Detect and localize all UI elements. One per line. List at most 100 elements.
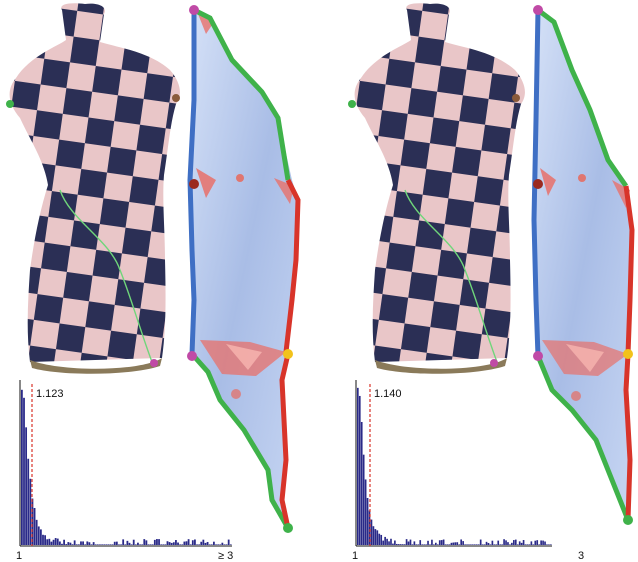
- histogram-bar: [548, 544, 550, 545]
- histogram-bar: [179, 544, 182, 545]
- histogram-bar: [82, 541, 84, 545]
- histogram-bar: [196, 544, 198, 545]
- histogram-bar: [442, 539, 445, 545]
- histogram-bar: [175, 540, 177, 545]
- histogram-bar: [415, 544, 418, 545]
- histogram-bar: [413, 541, 416, 545]
- histogram-bar: [44, 535, 46, 545]
- corner-marker: [533, 351, 543, 361]
- histogram-bar: [520, 542, 523, 545]
- histogram-bar: [357, 387, 359, 545]
- histogram-bar: [126, 540, 129, 545]
- histogram-bar: [479, 539, 482, 545]
- histogram-bar: [536, 540, 539, 545]
- histogram-bar: [191, 540, 194, 545]
- histogram-bar: [80, 541, 82, 545]
- histogram-bar: [46, 539, 49, 545]
- histogram-bar: [29, 478, 32, 545]
- histogram-bar: [156, 539, 158, 545]
- histogram-bar: [358, 395, 361, 545]
- histogram-bar: [151, 544, 154, 545]
- histogram-bar: [417, 544, 420, 545]
- histogram-bar: [407, 541, 410, 545]
- histogram-bar: [450, 542, 453, 545]
- histogram-bar: [423, 544, 425, 545]
- boundary-red-top-left: [283, 178, 301, 353]
- histogram-bar: [147, 544, 150, 545]
- histogram-bar: [511, 542, 513, 545]
- histogram-bar: [48, 538, 51, 545]
- histogram-bar: [52, 539, 55, 545]
- histogram-bar: [368, 510, 371, 545]
- boundary-blue-right: [531, 9, 541, 357]
- histogram-bar: [166, 541, 169, 545]
- histogram-bar: [456, 542, 459, 545]
- histogram-bar: [464, 544, 466, 545]
- histogram-bar: [509, 544, 511, 545]
- histogram-bar: [370, 519, 373, 545]
- corner-marker: [512, 94, 520, 102]
- corner-marker: [172, 94, 180, 102]
- histogram-bar: [360, 421, 363, 545]
- histogram-bar: [219, 544, 222, 545]
- corner-marker: [623, 515, 633, 525]
- histogram-bar: [495, 544, 498, 545]
- histogram-bar: [90, 544, 93, 545]
- boundary-green-bottom-right: [535, 355, 631, 521]
- corner-marker: [533, 5, 543, 15]
- histogram-bar: [75, 544, 78, 545]
- histogram-bar: [444, 544, 447, 545]
- histogram-bar: [124, 544, 127, 545]
- histogram-bar: [185, 541, 188, 545]
- corner-marker: [283, 523, 293, 533]
- histogram-bar: [134, 544, 137, 545]
- corner-marker: [490, 359, 498, 367]
- histogram-bar: [397, 544, 400, 545]
- mannequin-torso-left: [6, 3, 180, 374]
- histogram-bar: [111, 544, 114, 545]
- histogram-bar: [153, 539, 156, 545]
- histogram-bar: [399, 544, 402, 545]
- median-label: 1.123: [36, 388, 64, 400]
- boundary-blue-left: [187, 10, 197, 355]
- histogram-bar: [540, 540, 542, 545]
- histogram-bar: [160, 544, 163, 545]
- histogram-bar: [103, 544, 106, 545]
- histogram-bar: [448, 544, 451, 545]
- histogram-bar: [113, 541, 116, 545]
- histogram-bar: [94, 544, 97, 545]
- histogram-bar: [37, 526, 40, 545]
- histogram-bar: [33, 507, 36, 545]
- histogram-bar: [475, 544, 478, 545]
- corner-marker: [6, 100, 14, 108]
- x-max-label: 3: [578, 550, 584, 562]
- histogram-bar: [141, 544, 144, 545]
- histogram-bar: [128, 542, 131, 545]
- histogram-bar: [99, 544, 101, 545]
- histogram-bar: [513, 540, 515, 545]
- histogram-bar: [27, 458, 30, 545]
- cut-path-right: [404, 189, 498, 363]
- histogram-bar: [366, 497, 369, 545]
- histogram-bar: [481, 544, 484, 545]
- histogram-bar: [21, 389, 23, 545]
- histogram-bar: [542, 540, 544, 545]
- histogram-bar: [221, 542, 224, 545]
- histogram-bar: [162, 544, 165, 545]
- histogram-bar: [130, 544, 133, 545]
- histogram-bar: [107, 544, 110, 545]
- histogram-bar: [419, 540, 422, 545]
- histogram-bar: [71, 544, 74, 545]
- histogram-bar: [526, 544, 529, 545]
- histogram-bar: [438, 540, 441, 545]
- histogram-bar: [88, 542, 91, 545]
- histogram-bar: [145, 540, 148, 545]
- histogram-bar: [421, 544, 424, 545]
- boundary-green-bottom-left: [190, 352, 291, 530]
- histogram-bar: [177, 542, 179, 545]
- histogram-bar: [67, 542, 70, 545]
- histogram-bar: [50, 541, 53, 545]
- histogram-bar: [392, 543, 394, 545]
- x-min-label: 1: [352, 550, 358, 562]
